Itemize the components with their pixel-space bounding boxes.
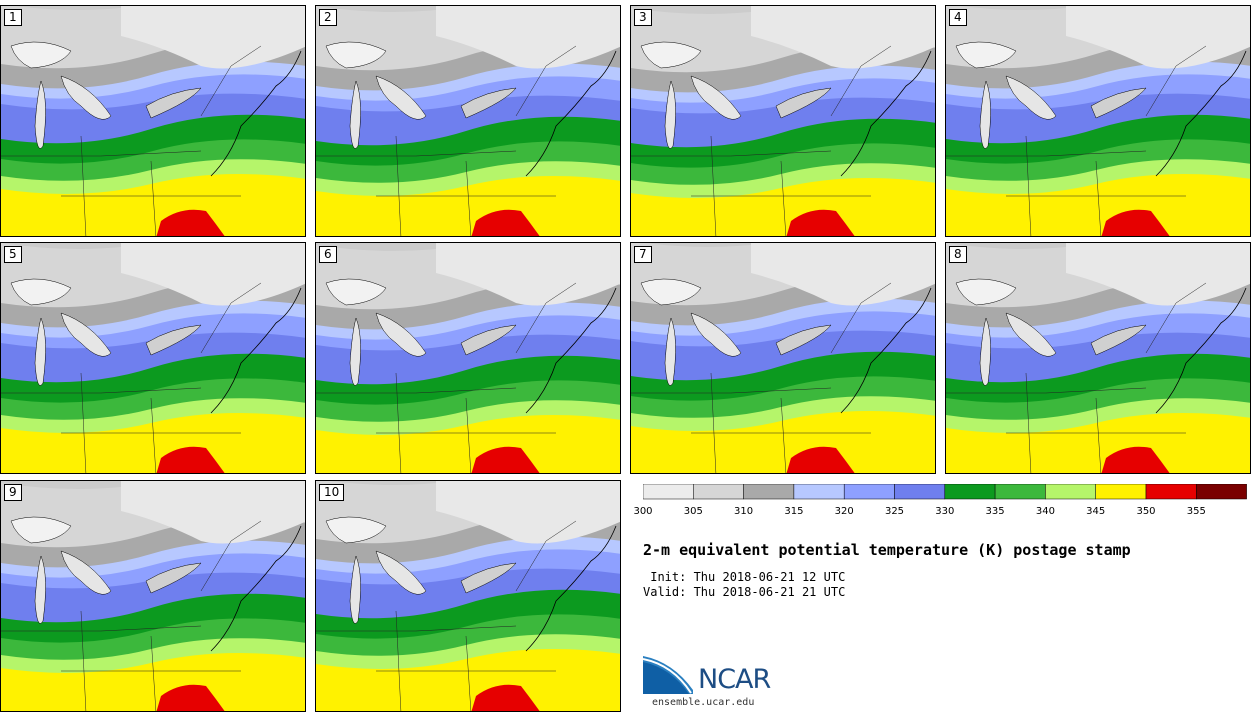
- colorbar-tick-label: 300: [633, 506, 653, 517]
- site-url: ensemble.ucar.edu: [652, 697, 755, 708]
- colorbar-tick-label: 320: [834, 506, 854, 517]
- valid-time: Valid: Thu 2018-06-21 21 UTC: [643, 585, 846, 599]
- colorbar-tick-label: 355: [1186, 506, 1206, 517]
- colorbar-swatch: [894, 484, 946, 500]
- colorbar-tick-label: 315: [784, 506, 804, 517]
- colorbar: [643, 484, 1247, 500]
- member-number: 2: [319, 9, 337, 26]
- colorbar-swatch: [944, 484, 996, 500]
- member-number: 5: [4, 246, 22, 263]
- ensemble-member-panel: 2: [315, 5, 621, 237]
- colorbar-tick-label: 305: [683, 506, 703, 517]
- colorbar-tick-label: 310: [734, 506, 754, 517]
- init-time: Init: Thu 2018-06-21 12 UTC: [643, 570, 846, 584]
- colorbar-swatch: [643, 484, 694, 500]
- member-number: 6: [319, 246, 337, 263]
- colorbar-swatch: [1045, 484, 1096, 500]
- ensemble-member-panel: 4: [945, 5, 1251, 237]
- member-number: 3: [634, 9, 652, 26]
- member-number: 8: [949, 246, 967, 263]
- colorbar-swatch: [994, 484, 1046, 500]
- ensemble-member-panel: 3: [630, 5, 936, 237]
- member-number: 4: [949, 9, 967, 26]
- ensemble-member-panel: 9: [0, 480, 306, 712]
- colorbar-swatch: [793, 484, 845, 500]
- ensemble-member-panel: 8: [945, 242, 1251, 474]
- colorbar-swatch: [1095, 484, 1147, 500]
- colorbar-tick-label: 325: [884, 506, 905, 517]
- colorbar-swatch: [693, 484, 744, 500]
- colorbar-tick-label: 335: [985, 506, 1005, 517]
- ensemble-member-panel: 7: [630, 242, 936, 474]
- ensemble-member-panel: 5: [0, 242, 306, 474]
- colorbar-swatch: [1196, 484, 1247, 500]
- colorbar-swatch: [843, 484, 895, 500]
- colorbar-tick-label: 345: [1086, 506, 1106, 517]
- member-number: 7: [634, 246, 652, 263]
- colorbar-swatch: [1145, 484, 1197, 500]
- member-number: 1: [4, 9, 22, 26]
- ensemble-member-panel: 10: [315, 480, 621, 712]
- ncar-logo-text: NCAR: [698, 664, 771, 695]
- colorbar-tick-label: 330: [935, 506, 955, 517]
- colorbar-tick-label: 340: [1035, 506, 1055, 517]
- colorbar-tick-label: 350: [1136, 506, 1156, 517]
- figure-title: 2-m equivalent potential temperature (K)…: [643, 541, 1131, 559]
- ncar-logo-icon: [643, 656, 693, 694]
- member-number: 10: [319, 484, 345, 501]
- member-number: 9: [4, 484, 22, 501]
- colorbar-swatch: [743, 484, 795, 500]
- ensemble-member-panel: 1: [0, 5, 306, 237]
- ensemble-member-panel: 6: [315, 242, 621, 474]
